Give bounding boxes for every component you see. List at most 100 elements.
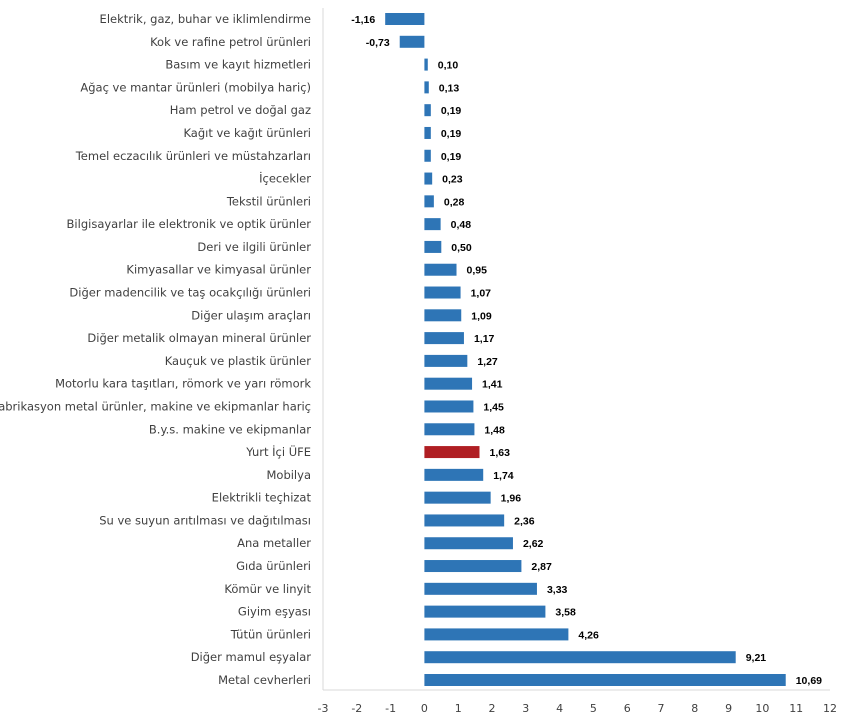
category-label: Kok ve rafine petrol ürünleri bbox=[150, 35, 311, 49]
category-label: Diğer ulaşım araçları bbox=[191, 308, 311, 322]
category-label: Giyim eşyası bbox=[238, 605, 311, 619]
x-tick-label: 11 bbox=[789, 702, 803, 715]
category-label: Kauçuk ve plastik ürünler bbox=[165, 354, 312, 368]
data-label: 0,19 bbox=[441, 105, 462, 117]
category-label: Diğer madencilik ve taş ocakçılığı ürünl… bbox=[69, 286, 311, 300]
category-label: Kömür ve linyit bbox=[224, 582, 311, 596]
bar bbox=[424, 332, 464, 345]
category-label: Kimyasallar ve kimyasal ürünler bbox=[126, 263, 311, 277]
bar bbox=[424, 468, 484, 481]
bar bbox=[424, 560, 522, 573]
category-label: Ağaç ve mantar ürünleri (mobilya hariç) bbox=[80, 80, 311, 94]
data-label: 1,41 bbox=[482, 379, 503, 391]
x-tick-label: 2 bbox=[489, 702, 496, 715]
category-label: Basım ve kayıt hizmetleri bbox=[165, 58, 311, 72]
bar bbox=[424, 491, 491, 504]
bar bbox=[424, 674, 786, 686]
data-label: 0,28 bbox=[444, 196, 465, 208]
data-label: 1,09 bbox=[471, 310, 492, 322]
bar bbox=[424, 377, 473, 390]
x-tick-label: 0 bbox=[421, 702, 428, 715]
data-label: 0,50 bbox=[451, 242, 472, 254]
category-label: Tekstil ürünleri bbox=[226, 194, 311, 208]
x-tick-label: -2 bbox=[351, 702, 362, 715]
bar bbox=[424, 126, 431, 139]
x-tick-label: 5 bbox=[590, 702, 597, 715]
category-label: Elektrik, gaz, buhar ve iklimlendirme bbox=[100, 12, 311, 26]
bar bbox=[424, 81, 429, 94]
category-label: Motorlu kara taşıtları, römork ve yarı r… bbox=[55, 377, 311, 391]
x-tick-label: -3 bbox=[318, 702, 329, 715]
category-label: Diğer metalik olmayan mineral ürünler bbox=[87, 331, 311, 345]
category-label: İçecekler bbox=[259, 171, 311, 186]
x-tick-label: 1 bbox=[455, 702, 462, 715]
data-label: -1,16 bbox=[351, 14, 375, 26]
data-label: 1,74 bbox=[493, 470, 514, 482]
category-label: Bilgisayarlar ile elektronik ve optik ür… bbox=[67, 217, 312, 231]
bar bbox=[424, 537, 513, 550]
bar bbox=[424, 58, 428, 71]
category-label: Ana metaller bbox=[237, 536, 311, 550]
bar bbox=[424, 309, 462, 322]
bar bbox=[424, 423, 475, 436]
data-label: 0,19 bbox=[441, 128, 462, 140]
data-label: 1,63 bbox=[489, 447, 510, 459]
bar bbox=[424, 218, 441, 231]
data-label: 9,21 bbox=[746, 652, 767, 664]
data-label: 3,58 bbox=[555, 607, 576, 619]
data-label: 2,36 bbox=[514, 515, 535, 527]
category-label: Tütün ürünleri bbox=[230, 627, 311, 641]
category-label: B.y.s. makine ve ekipmanlar bbox=[149, 422, 311, 436]
bar bbox=[424, 605, 546, 618]
data-label: 1,96 bbox=[501, 493, 522, 505]
bar bbox=[424, 240, 442, 253]
bar bbox=[424, 400, 474, 413]
bar bbox=[385, 13, 425, 25]
x-tick-label: 6 bbox=[624, 702, 631, 715]
data-label: 10,69 bbox=[796, 675, 822, 687]
category-label: Yurt İçi ÜFE bbox=[245, 443, 311, 459]
bar bbox=[424, 514, 505, 527]
data-label: 0,13 bbox=[439, 82, 460, 94]
category-label: Kağıt ve kağıt ürünleri bbox=[183, 126, 311, 140]
bar bbox=[424, 628, 569, 641]
category-label: Su ve suyun arıtılması ve dağıtılması bbox=[99, 513, 311, 527]
x-tick-label: 10 bbox=[755, 702, 769, 715]
data-label: 1,45 bbox=[483, 401, 504, 413]
category-label: Temel eczacılık ürünleri ve müstahzarlar… bbox=[75, 149, 311, 163]
bar bbox=[424, 104, 431, 117]
bar bbox=[424, 195, 434, 208]
x-tick-label: 9 bbox=[725, 702, 732, 715]
x-tick-label: -1 bbox=[385, 702, 396, 715]
x-tick-label: 8 bbox=[691, 702, 698, 715]
bar bbox=[424, 582, 537, 595]
bar bbox=[424, 172, 433, 185]
category-label: Metal cevherleri bbox=[218, 673, 311, 687]
data-label: 2,62 bbox=[523, 538, 544, 550]
bar bbox=[424, 446, 480, 459]
data-label: 1,07 bbox=[471, 288, 492, 300]
category-label: Mobilya bbox=[266, 468, 311, 482]
category-label: Deri ve ilgili ürünler bbox=[197, 240, 311, 254]
data-label: 1,48 bbox=[484, 424, 505, 436]
category-label: Gıda ürünleri bbox=[236, 559, 311, 573]
bar bbox=[424, 263, 457, 276]
x-tick-label: 12 bbox=[823, 702, 837, 715]
bar bbox=[424, 286, 461, 299]
category-label: Ham petrol ve doğal gaz bbox=[170, 103, 311, 117]
bar bbox=[424, 149, 431, 162]
data-label: -0,73 bbox=[366, 37, 390, 49]
x-tick-label: 7 bbox=[658, 702, 665, 715]
bar bbox=[424, 651, 736, 664]
data-label: 1,17 bbox=[474, 333, 495, 345]
data-label: 1,27 bbox=[477, 356, 498, 368]
x-tick-label: 4 bbox=[556, 702, 563, 715]
data-label: 0,19 bbox=[441, 151, 462, 163]
category-label: Elektrikli teçhizat bbox=[212, 491, 312, 505]
bar bbox=[424, 354, 468, 367]
category-label: Diğer mamul eşyalar bbox=[191, 650, 312, 664]
data-label: 0,48 bbox=[451, 219, 472, 231]
data-label: 3,33 bbox=[547, 584, 568, 596]
data-label: 2,87 bbox=[531, 561, 552, 573]
